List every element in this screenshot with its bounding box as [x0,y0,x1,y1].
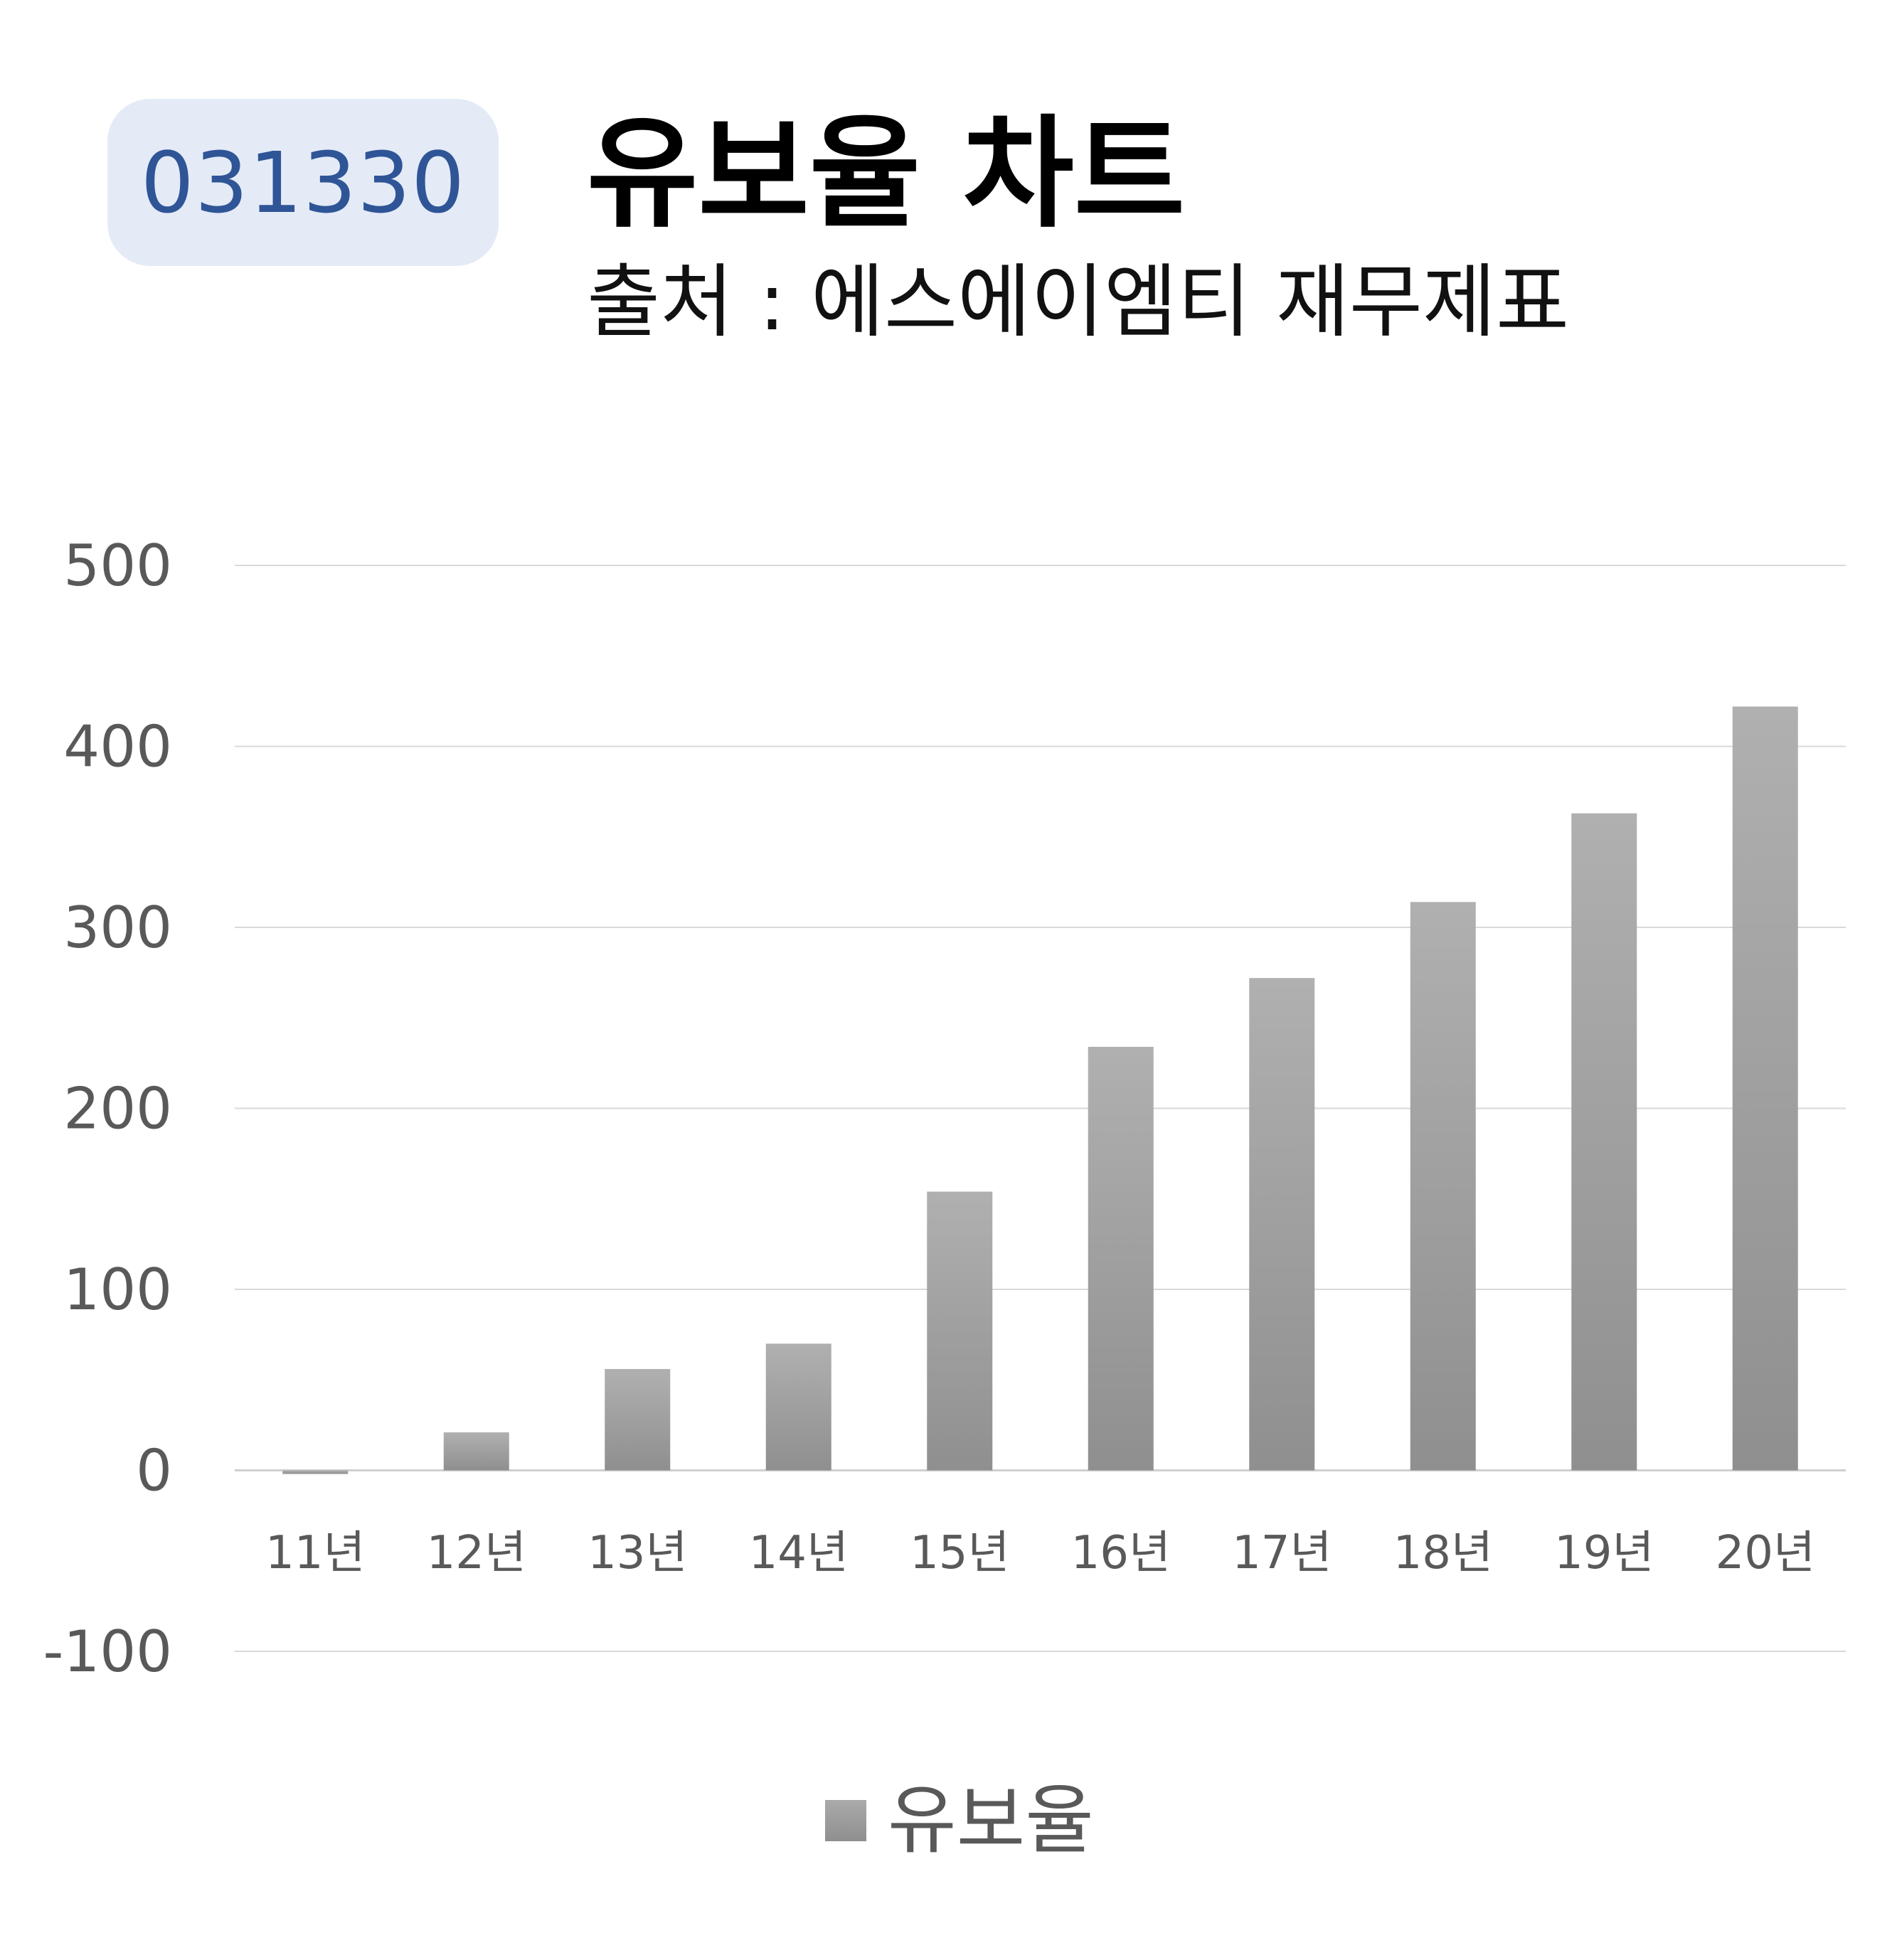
bar [1410,902,1476,1471]
x-tick-label: 11년 [265,1527,365,1580]
chart-subtitle: 출처 : 에스에이엠티 재무제표 [587,256,1570,348]
x-tick-label: 14년 [749,1527,849,1580]
stock-code-badge: 031330 [107,99,499,266]
bar [1732,706,1798,1471]
y-tick-label: 0 [136,1438,172,1504]
y-tick-label: -100 [43,1619,172,1685]
bar [765,1343,831,1471]
bars [282,706,1798,1474]
bar [443,1432,509,1471]
x-tick-label: 20년 [1716,1527,1815,1580]
legend-swatch [825,1800,866,1841]
x-axis-ticks: 11년 12년 13년 14년 15년 16년 17년 18년 19년 20년 [265,1527,1815,1580]
bar [1571,813,1637,1471]
y-tick-label: 400 [63,714,172,780]
bar [1249,978,1315,1471]
x-tick-label: 18년 [1393,1527,1493,1580]
x-tick-label: 12년 [427,1527,526,1580]
bar [1088,1046,1154,1471]
x-tick-label: 15년 [910,1527,1009,1580]
x-tick-label: 19년 [1554,1527,1654,1580]
stock-code: 031330 [140,133,466,232]
y-tick-label: 200 [63,1076,172,1142]
legend-label: 유보율 [888,1777,1094,1864]
x-tick-label: 17년 [1232,1527,1332,1580]
y-axis-ticks: -100 0 100 200 300 400 500 [43,533,172,1685]
bar [927,1191,993,1471]
bar [282,1470,349,1474]
y-tick-label: 500 [63,533,172,599]
x-tick-label: 16년 [1071,1527,1171,1580]
bar [605,1368,671,1471]
y-tick-label: 100 [63,1257,172,1323]
y-tick-label: 300 [63,895,172,961]
legend: 유보율 [825,1778,1094,1863]
chart-title: 유보율 차트 [587,104,1186,245]
x-tick-label: 13년 [588,1527,687,1580]
